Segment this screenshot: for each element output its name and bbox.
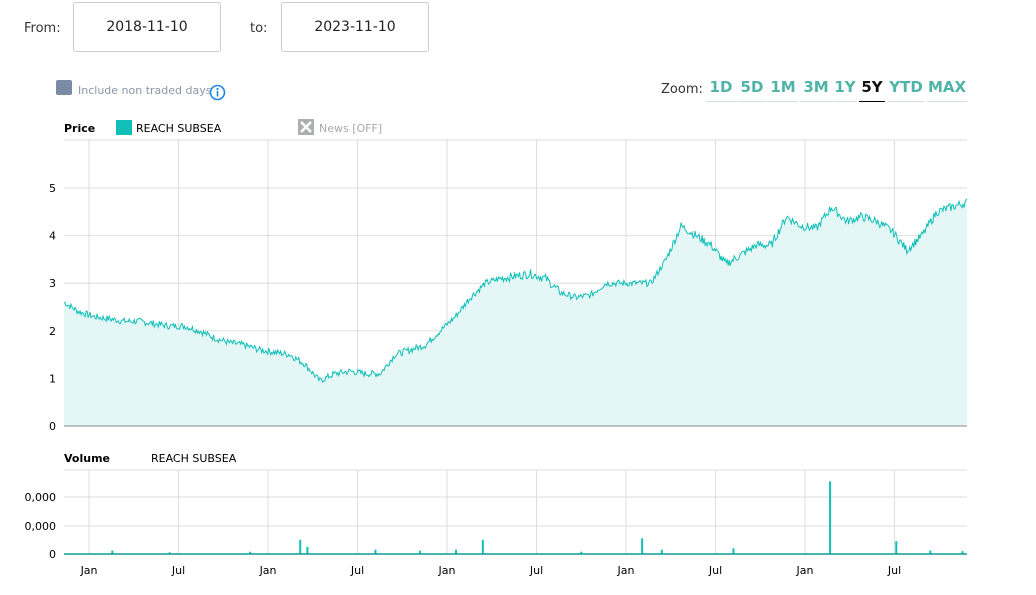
x-axis-tick: Jul: [887, 564, 901, 577]
volume-bar: [111, 550, 114, 554]
x-axis-tick: Jan: [617, 564, 635, 577]
volume-y-tick: 0,000: [25, 520, 57, 533]
non-traded-days-label: Include non traded days: [78, 84, 212, 97]
news-toggle-label[interactable]: News [OFF]: [319, 122, 382, 135]
to-date-input[interactable]: 2023-11-10: [281, 2, 429, 52]
price-y-tick: 4: [49, 230, 56, 243]
x-axis-tick: Jul: [529, 564, 543, 577]
x-axis-tick: Jul: [171, 564, 185, 577]
volume-bar: [929, 550, 932, 554]
zoom-label: Zoom:: [661, 82, 703, 97]
volume-bar: [299, 539, 302, 554]
zoom-1d-button[interactable]: 1D: [706, 78, 736, 102]
zoom-max-button[interactable]: MAX: [927, 78, 967, 102]
volume-bar: [829, 481, 832, 554]
volume-bar: [641, 538, 644, 554]
price-y-tick: 2: [49, 325, 56, 338]
volume-title: Volume: [64, 452, 110, 465]
zoom-5y-button[interactable]: 5Y: [859, 78, 885, 102]
zoom-5d-button[interactable]: 5D: [737, 78, 767, 102]
x-axis-tick: Jul: [708, 564, 722, 577]
price-line: [63, 198, 968, 383]
volume-bar: [961, 551, 964, 554]
price-y-tick: 0: [49, 420, 56, 433]
volume-bar: [306, 546, 309, 554]
price-title: Price: [64, 122, 95, 135]
volume-bar: [454, 549, 457, 554]
volume-bar: [249, 551, 252, 554]
x-axis-tick: Jan: [438, 564, 456, 577]
legend-swatch[interactable]: [116, 120, 132, 135]
volume-bar: [168, 552, 171, 554]
zoom-ytd-button[interactable]: YTD: [888, 78, 924, 102]
price-y-tick: 1: [49, 372, 56, 385]
from-label: From:: [24, 21, 61, 36]
x-axis-tick: Jul: [350, 564, 364, 577]
price-y-tick: 5: [49, 182, 56, 195]
x-icon: [300, 121, 312, 133]
info-icon[interactable]: [209, 84, 226, 101]
price-area: [64, 198, 967, 426]
volume-bar: [481, 539, 484, 554]
price-y-tick: 3: [49, 277, 56, 290]
volume-bar: [419, 550, 422, 554]
x-axis-tick: Jan: [80, 564, 98, 577]
zoom-3m-button[interactable]: 3M: [800, 78, 832, 102]
volume-bar: [732, 548, 735, 554]
volume-bar: [895, 541, 898, 554]
volume-bar: [580, 551, 583, 554]
from-date-input[interactable]: 2018-11-10: [73, 2, 221, 52]
to-label: to:: [250, 21, 268, 36]
volume-bar: [374, 549, 377, 554]
stock-chart: Price REACH SUBSEA News [OFF] 0 1 2 3 4 5 Jan Jul J…: [25, 119, 968, 577]
volume-y-tick: 0,000: [25, 491, 57, 504]
zoom-1m-button[interactable]: 1M: [768, 78, 798, 102]
volume-bar: [660, 549, 663, 554]
zoom-1y-button[interactable]: 1Y: [833, 78, 857, 102]
volume-y-tick: 0: [49, 548, 56, 561]
x-axis-tick: Jan: [259, 564, 277, 577]
x-axis-tick: Jan: [796, 564, 814, 577]
legend-reach-subsea[interactable]: REACH SUBSEA: [136, 122, 222, 135]
non-traded-days-checkbox[interactable]: [56, 80, 72, 95]
volume-legend: REACH SUBSEA: [151, 452, 237, 465]
